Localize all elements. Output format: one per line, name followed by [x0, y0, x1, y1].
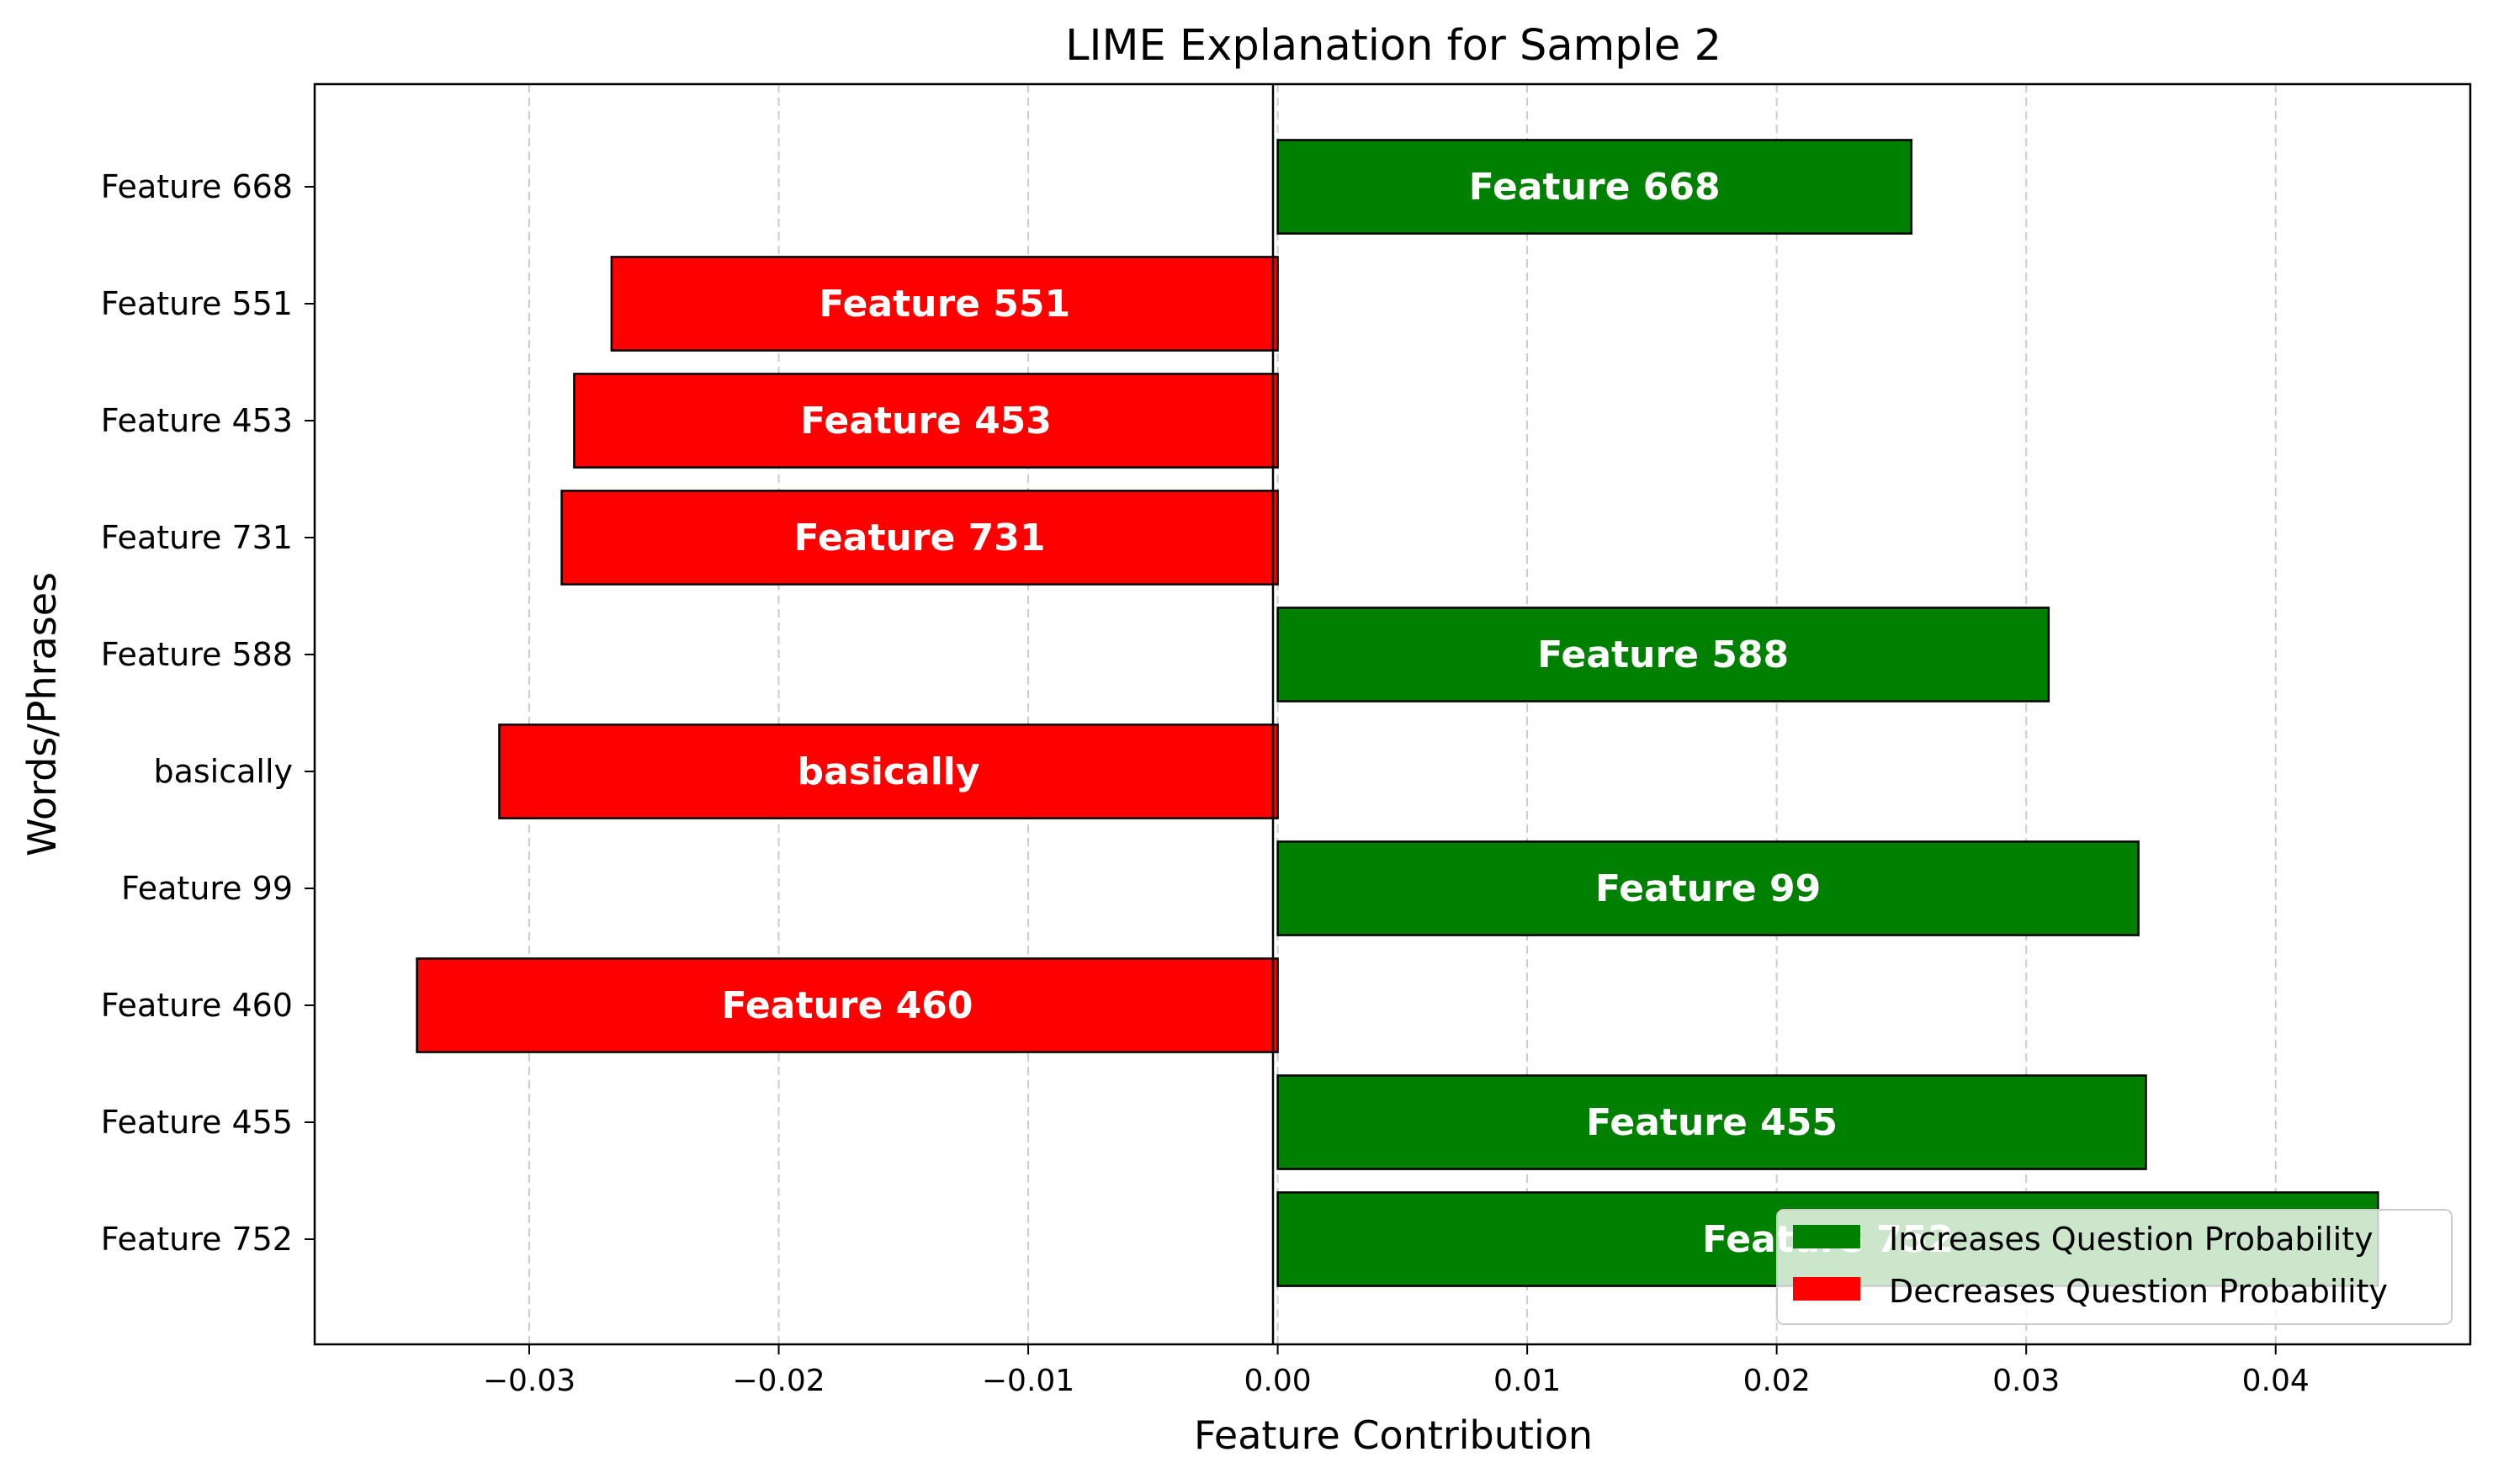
- y-tick-label: Feature 453: [101, 402, 293, 439]
- x-tick-label: −0.03: [483, 1364, 576, 1398]
- chart-title: LIME Explanation for Sample 2: [1065, 21, 1721, 71]
- bar-data-label: Feature 731: [794, 517, 1046, 559]
- legend: Increases Question Probability Decreases…: [1776, 1209, 2453, 1325]
- x-tick-label: 0.04: [2242, 1364, 2310, 1398]
- bar: [560, 490, 1279, 586]
- x-axis: −0.03 −0.02 −0.01 0.00 0.01 0.02 0.03 0.04: [483, 1344, 2310, 1398]
- y-tick-label: basically: [153, 753, 293, 790]
- y-tick-label: Feature 588: [101, 636, 293, 673]
- x-tick-label: −0.01: [982, 1364, 1074, 1398]
- y-tick-label: Feature 99: [121, 870, 293, 907]
- bar-data-label: Feature 551: [819, 283, 1070, 326]
- y-axis: Feature 668 Feature 551 Feature 453 Feature…: [101, 168, 315, 1258]
- y-tick-label: Feature 455: [101, 1104, 293, 1141]
- legend-swatch-decreases: [1793, 1277, 1860, 1301]
- bar: [498, 723, 1279, 819]
- bar: [1276, 607, 2050, 702]
- legend-label-decreases: Decreases Question Probability: [1889, 1273, 2388, 1310]
- x-axis-label: Feature Contribution: [1194, 1412, 1593, 1458]
- bar-data-label: Feature 668: [1469, 166, 1721, 209]
- y-tick-label: Feature 551: [101, 285, 293, 322]
- bar: [1276, 139, 1913, 235]
- x-tick-label: −0.02: [732, 1364, 825, 1398]
- legend-box: [1776, 1209, 2453, 1325]
- x-tick-label: 0.00: [1244, 1364, 1312, 1398]
- y-tick-label: Feature 460: [101, 987, 293, 1024]
- bar: [1276, 840, 2140, 936]
- bar: [416, 957, 1279, 1053]
- y-tick-label: Feature 752: [101, 1221, 293, 1258]
- bar-data-label: Feature 460: [722, 984, 973, 1027]
- y-tick-label: Feature 731: [101, 519, 293, 556]
- legend-swatch-increases: [1793, 1225, 1860, 1248]
- bar-data-label: basically: [797, 750, 979, 793]
- legend-label-increases: Increases Question Probability: [1889, 1221, 2374, 1258]
- bar-data-label: Feature 453: [800, 400, 1052, 443]
- bar-data-label: Feature 99: [1595, 867, 1821, 910]
- x-tick-label: 0.01: [1493, 1364, 1561, 1398]
- y-tick-label: Feature 668: [101, 168, 293, 205]
- plot-frame: [313, 82, 2472, 1346]
- bar-data-label: Feature 588: [1537, 633, 1789, 676]
- x-tick-label: 0.02: [1743, 1364, 1811, 1398]
- bar: [1276, 1074, 2147, 1170]
- y-axis-label: Words/Phrases: [19, 572, 65, 856]
- bar-data-label: Feature 455: [1586, 1101, 1838, 1144]
- bar: [573, 373, 1279, 469]
- bar: [610, 256, 1279, 352]
- x-tick-label: 0.03: [1992, 1364, 2060, 1398]
